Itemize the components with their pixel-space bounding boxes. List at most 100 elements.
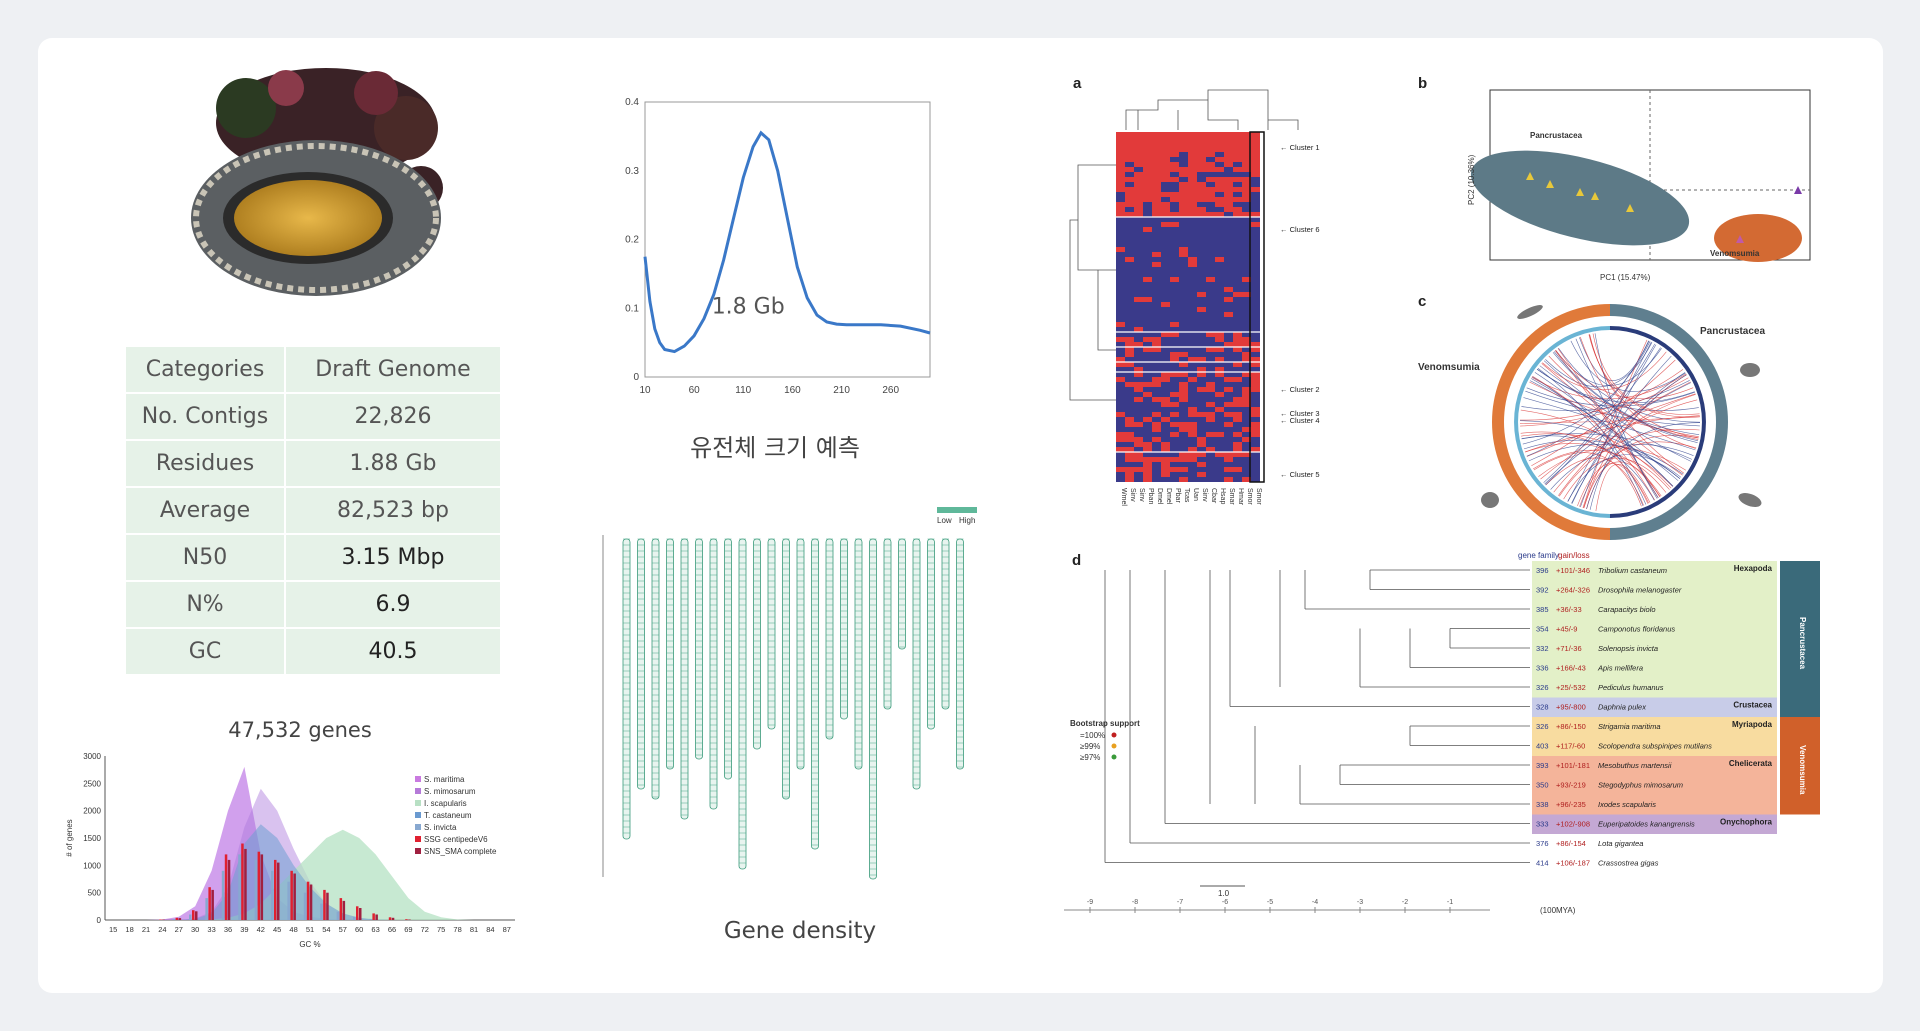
clade-label: Crustacea	[1733, 701, 1772, 710]
heatmap-cell	[1125, 257, 1134, 262]
heatmap-cell	[1161, 262, 1170, 267]
heatmap-cell	[1188, 412, 1197, 417]
heatmap-cell	[1224, 192, 1233, 197]
heatmap-col-label: Smor	[1255, 488, 1262, 505]
y-tick-label: 2500	[83, 779, 101, 788]
heatmap-cell	[1188, 282, 1197, 287]
heatmap-cell	[1170, 192, 1179, 197]
heatmap-cell	[1170, 427, 1179, 432]
heatmap-cell	[1224, 312, 1233, 317]
heatmap-cell	[1233, 137, 1242, 142]
heatmap-cell	[1152, 317, 1161, 322]
heatmap-cell	[1179, 387, 1188, 392]
heatmap-cell	[1161, 212, 1170, 217]
heatmap-cell	[1233, 432, 1242, 437]
heatmap-cell	[1251, 152, 1260, 157]
heatmap-cell	[1152, 437, 1161, 442]
heatmap-cell	[1125, 367, 1134, 372]
heatmap-cell	[1143, 242, 1152, 247]
heatmap-cell	[1134, 372, 1143, 377]
heatmap-cell	[1242, 217, 1251, 222]
chromosome-bar	[811, 538, 819, 850]
heatmap-cell	[1116, 312, 1125, 317]
table-row: Residues 1.88 Gb	[126, 441, 500, 486]
heatmap-cell	[1143, 162, 1152, 167]
heatmap-cell	[1179, 157, 1188, 162]
heatmap-cell	[1170, 412, 1179, 417]
heatmap-cell	[1188, 242, 1197, 247]
heatmap-cell	[1152, 332, 1161, 337]
heatmap-cell	[1224, 457, 1233, 462]
y-tick-label: 2000	[83, 807, 101, 816]
x-tick-label: 160	[784, 385, 801, 396]
heatmap-cell	[1152, 372, 1161, 377]
heatmap-cell	[1170, 362, 1179, 367]
heatmap-cell	[1116, 437, 1125, 442]
taxon-name: Apis mellifera	[1597, 664, 1643, 673]
heatmap-cell	[1242, 287, 1251, 292]
heatmap-cell	[1143, 397, 1152, 402]
heatmap-cell	[1242, 282, 1251, 287]
heatmap-cell	[1206, 277, 1215, 282]
heatmap-cell	[1215, 292, 1224, 297]
heatmap-cell	[1215, 172, 1224, 177]
time-tick-label: -7	[1177, 899, 1183, 906]
heatmap-cell	[1197, 472, 1206, 477]
heatmap-cell	[1179, 322, 1188, 327]
y-tick-label: 0	[633, 372, 639, 383]
chromosome-bar	[898, 538, 906, 650]
heatmap-cell	[1224, 327, 1233, 332]
gc-bar	[274, 859, 277, 920]
heatmap-cell	[1179, 397, 1188, 402]
x-tick-label: 78	[453, 925, 461, 934]
heatmap-cell	[1215, 472, 1224, 477]
gc-bar	[323, 889, 326, 920]
heatmap-col-label: Hsap	[1219, 488, 1226, 504]
heatmap-cell	[1170, 137, 1179, 142]
chromosome-bar	[782, 538, 790, 800]
heatmap-cell	[1116, 407, 1125, 412]
taxon-count: 326	[1536, 722, 1549, 731]
heatmap-cell	[1125, 307, 1134, 312]
gc-bar	[211, 889, 214, 920]
heatmap-cell	[1224, 332, 1233, 337]
circos-link	[1542, 351, 1667, 391]
heatmap-cell	[1134, 307, 1143, 312]
heatmap-cell	[1224, 217, 1233, 222]
taxon-count: 393	[1536, 761, 1549, 770]
heatmap-cell	[1215, 262, 1224, 267]
heatmap-cell	[1125, 232, 1134, 237]
heatmap-cell	[1152, 342, 1161, 347]
heatmap-cell	[1224, 472, 1233, 477]
heatmap-cell	[1206, 372, 1215, 377]
heatmap-cell	[1251, 467, 1260, 472]
heatmap-cell	[1233, 417, 1242, 422]
heatmap-cell	[1125, 372, 1134, 377]
heatmap-cell	[1125, 457, 1134, 462]
heatmap-cell	[1125, 237, 1134, 242]
heatmap-cell	[1224, 477, 1233, 482]
heatmap-cell	[1206, 142, 1215, 147]
heatmap-cell	[1251, 402, 1260, 407]
table-cell: 82,523 bp	[286, 488, 500, 533]
heatmap-cell	[1188, 247, 1197, 252]
heatmap-cell	[1179, 432, 1188, 437]
heatmap-cell	[1143, 182, 1152, 187]
heatmap-cell	[1233, 392, 1242, 397]
heatmap-cell	[1179, 377, 1188, 382]
heatmap-cell	[1161, 477, 1170, 482]
heatmap-cell	[1215, 367, 1224, 372]
taxon-name: Daphnia pulex	[1598, 703, 1646, 712]
heatmap-cell	[1224, 262, 1233, 267]
heatmap-cell	[1125, 162, 1134, 167]
circos-link	[1534, 372, 1674, 487]
heatmap-cell	[1179, 182, 1188, 187]
heatmap-cell	[1251, 242, 1260, 247]
heatmap-cell	[1170, 187, 1179, 192]
heatmap-cell	[1134, 382, 1143, 387]
clade-label: Chelicerata	[1729, 759, 1773, 768]
heatmap-cell	[1233, 467, 1242, 472]
heatmap-cell	[1215, 147, 1224, 152]
heatmap-cell	[1116, 152, 1125, 157]
legend-entry: SNS_SMA complete	[424, 847, 497, 856]
